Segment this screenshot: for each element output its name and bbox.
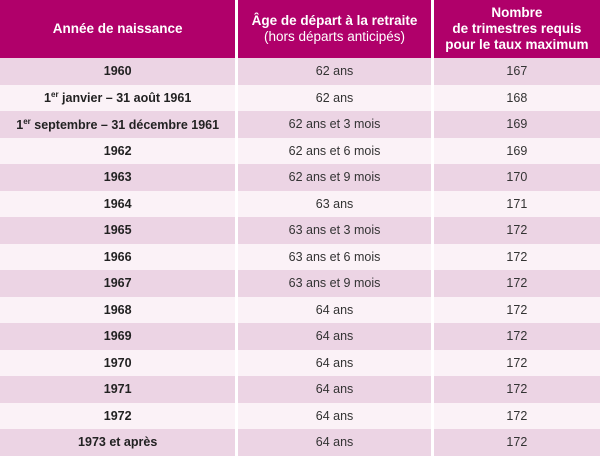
table-row: 1964 63 ans 171 [0,190,600,217]
birth-year-cell: 1967 [0,270,236,297]
retirement-age-cell: 64 ans [238,296,431,323]
retirement-age-cell: 63 ans et 9 mois [238,270,431,297]
table-row: 1973 et après 64 ans 172 [0,429,600,456]
quarters-cell: 172 [433,217,600,244]
header-birth-year: Année de naissance [0,0,236,58]
retirement-age-cell: 63 ans et 3 mois [238,217,431,244]
birth-year-cell: 1963 [0,164,236,191]
birth-day: 1 [16,117,24,132]
birth-year-text: 1971 [103,382,132,397]
retirement-age-cell: 62 ans et 9 mois [238,164,431,191]
header-quarters: Nombre de trimestres requis pour le taux… [433,0,600,58]
retirement-age-cell: 62 ans et 3 mois [238,111,431,138]
quarters-cell: 169 [433,111,600,138]
retirement-age-cell: 64 ans [238,349,431,376]
quarters-cell: 172 [433,376,600,403]
birth-year-cell: 1962 [0,137,236,164]
table-row: 1967 63 ans et 9 mois 172 [0,270,600,297]
table-row: 1963 62 ans et 9 mois 170 [0,164,600,191]
birth-year-text: 1960 [103,64,132,79]
birth-day: 1 [44,91,51,106]
quarters-cell: 172 [433,270,600,297]
quarters-cell: 172 [433,296,600,323]
birth-year-text: 1962 [103,143,132,158]
retirement-age-cell: 64 ans [238,323,431,350]
header-quarters-line1: Nombre [491,5,543,20]
birth-year-text: 1967 [103,276,132,291]
table-row: 1970 64 ans 172 [0,349,600,376]
header-row: Année de naissance Âge de départ à la re… [0,0,600,58]
quarters-cell: 171 [433,190,600,217]
birth-year-text: septembre – 31 décembre 1961 [30,117,220,132]
table-row: 1er septembre – 31 décembre 1961 62 ans e… [0,111,600,138]
birth-year-cell: 1964 [0,190,236,217]
birth-year-cell: 1972 [0,402,236,429]
table-row: 1966 63 ans et 6 mois 172 [0,243,600,270]
quarters-cell: 169 [433,137,600,164]
quarters-cell: 172 [433,243,600,270]
retirement-age-cell: 63 ans et 6 mois [238,243,431,270]
birth-year-cell: 1968 [0,296,236,323]
header-retirement-age-title: Âge de départ à la retraite [251,13,418,28]
birth-year-text: 1966 [103,249,132,264]
birth-year-text: 1963 [103,170,132,185]
birth-year-text: 1972 [103,408,132,423]
birth-year-cell: 1970 [0,349,236,376]
birth-year-cell: 1971 [0,376,236,403]
birth-year-text: 1973 et après [78,435,158,450]
header-birth-year-label: Année de naissance [52,21,183,36]
birth-year-cell: 1966 [0,243,236,270]
table-row: 1972 64 ans 172 [0,402,600,429]
table-row: 1962 62 ans et 6 mois 169 [0,137,600,164]
table-row: 1969 64 ans 172 [0,323,600,350]
birth-year-cell: 1965 [0,217,236,244]
ordinal-suffix: er [23,116,31,126]
header-retirement-age: Âge de départ à la retraite (hors départ… [238,0,431,58]
retirement-age-cell: 62 ans [238,84,431,111]
header-quarters-line2: de trimestres requis [452,21,582,36]
retirement-age-cell: 62 ans [238,58,431,85]
birth-year-text: 1969 [103,329,132,344]
birth-year-cell: 1er janvier – 31 août 1961 [0,84,236,111]
birth-year-text: 1968 [103,302,132,317]
table-row: 1er janvier – 31 août 1961 62 ans 168 [0,84,600,111]
retirement-age-cell: 64 ans [238,376,431,403]
table-row: 1960 62 ans 167 [0,58,600,85]
birth-year-text: 1965 [103,223,132,238]
quarters-cell: 172 [433,349,600,376]
quarters-cell: 170 [433,164,600,191]
birth-year-cell: 1973 et après [0,429,236,456]
birth-year-cell: 1er septembre – 31 décembre 1961 [0,111,236,138]
quarters-cell: 172 [433,323,600,350]
quarters-cell: 172 [433,402,600,429]
birth-year-text: janvier – 31 août 1961 [58,91,192,106]
header-quarters-line3: pour le taux maximum [445,37,589,52]
quarters-cell: 172 [433,429,600,456]
retirement-age-cell: 64 ans [238,429,431,456]
header-retirement-age-subtitle: (hors départs anticipés) [263,29,406,44]
table-row: 1968 64 ans 172 [0,296,600,323]
birth-year-cell: 1960 [0,58,236,85]
birth-year-text: 1964 [103,196,132,211]
quarters-cell: 167 [433,58,600,85]
table-row: 1965 63 ans et 3 mois 172 [0,217,600,244]
retirement-age-cell: 62 ans et 6 mois [238,137,431,164]
retirement-age-cell: 64 ans [238,402,431,429]
table-row: 1971 64 ans 172 [0,376,600,403]
birth-year-text: 1970 [103,355,132,370]
ordinal-suffix: er [51,90,59,100]
retirement-age-cell: 63 ans [238,190,431,217]
birth-year-cell: 1969 [0,323,236,350]
quarters-cell: 168 [433,84,600,111]
